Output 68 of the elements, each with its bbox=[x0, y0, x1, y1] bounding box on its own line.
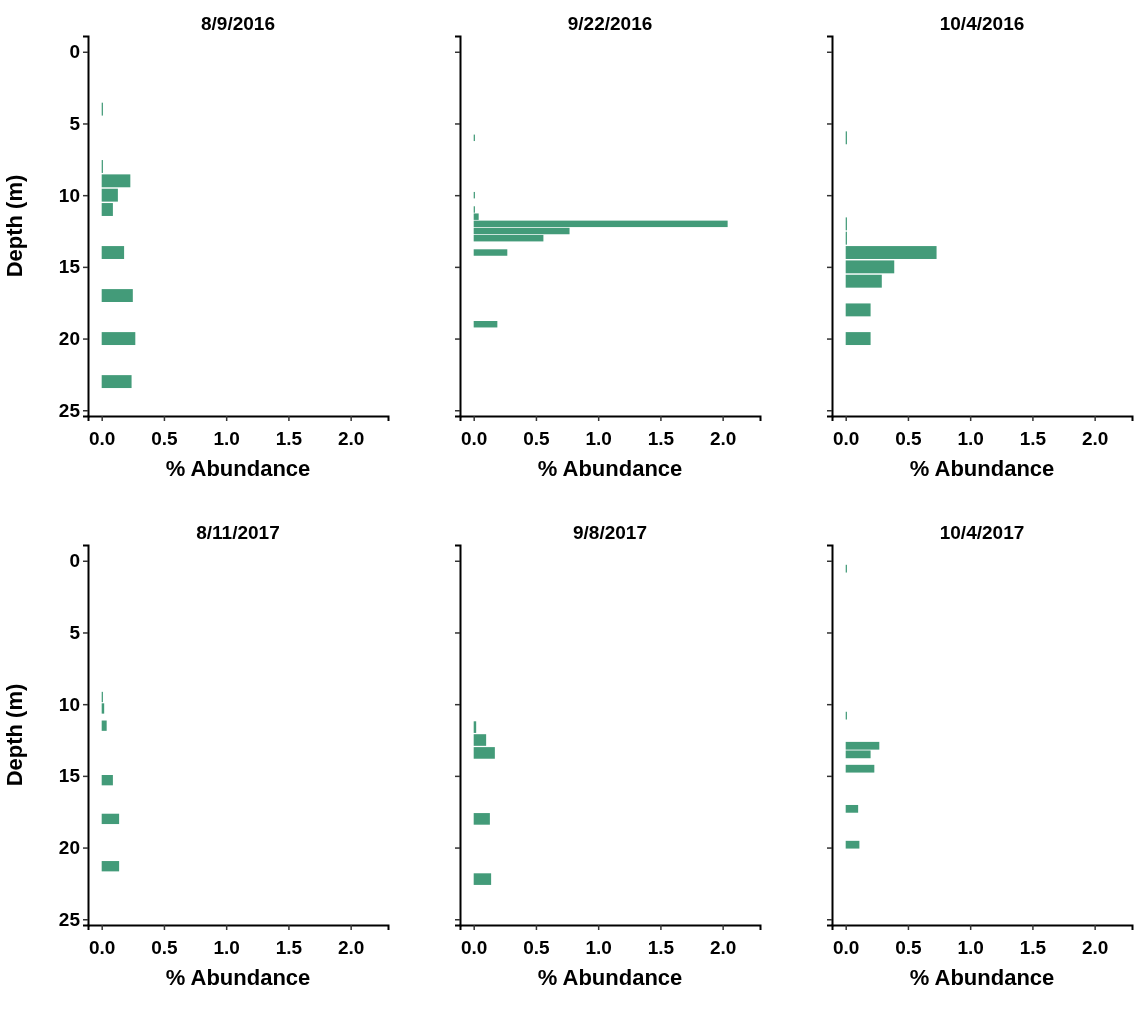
bar bbox=[473, 249, 508, 256]
x-tick-label: 0.0 bbox=[88, 936, 116, 958]
x-axis-title: % Abundance bbox=[909, 456, 1055, 481]
x-axis-title: % Abundance bbox=[909, 965, 1055, 990]
chart-title: 9/8/2017 bbox=[573, 522, 647, 543]
y-tick-label: 10 bbox=[58, 184, 80, 206]
x-tick-label: 0.5 bbox=[523, 427, 551, 449]
x-axis-title: % Abundance bbox=[537, 456, 683, 481]
chart-title: 8/9/2016 bbox=[201, 13, 275, 34]
bar bbox=[845, 764, 875, 773]
x-tick-label: 2.0 bbox=[1081, 427, 1109, 449]
x-tick-label: 1.5 bbox=[647, 427, 675, 449]
bar bbox=[845, 274, 882, 288]
bar bbox=[101, 332, 136, 346]
x-axis-title: % Abundance bbox=[537, 965, 683, 990]
x-tick-label: 1.0 bbox=[213, 936, 240, 958]
bar bbox=[101, 246, 125, 259]
chart-title: 9/22/2016 bbox=[567, 13, 653, 34]
y-axis-title: Depth (m) bbox=[2, 174, 27, 278]
x-tick-label: 0.0 bbox=[460, 936, 488, 958]
x-tick-label: 1.5 bbox=[1019, 936, 1047, 958]
x-tick-label: 2.0 bbox=[337, 936, 365, 958]
chart-title: 8/11/2017 bbox=[196, 522, 280, 543]
bar bbox=[473, 321, 498, 328]
x-tick-label: 2.0 bbox=[709, 936, 737, 958]
x-axis-title: % Abundance bbox=[165, 965, 311, 990]
bar bbox=[101, 289, 133, 302]
x-tick-label: 2.0 bbox=[1081, 936, 1109, 958]
y-tick-label: 20 bbox=[58, 328, 80, 350]
x-tick-label: 0.0 bbox=[832, 427, 860, 449]
y-tick-label: 0 bbox=[69, 41, 80, 63]
y-tick-label: 25 bbox=[58, 399, 81, 421]
x-tick-label: 0.5 bbox=[895, 427, 923, 449]
y-tick-label: 5 bbox=[69, 622, 81, 644]
x-tick-label: 0.5 bbox=[895, 936, 923, 958]
bar bbox=[845, 840, 860, 849]
y-tick-label: 15 bbox=[58, 256, 81, 278]
x-axis-title: % Abundance bbox=[165, 456, 311, 481]
x-tick-label: 0.0 bbox=[460, 427, 488, 449]
x-tick-label: 1.0 bbox=[213, 427, 240, 449]
y-tick-label: 10 bbox=[58, 693, 80, 715]
x-tick-label: 1.0 bbox=[585, 427, 612, 449]
x-tick-label: 0.5 bbox=[151, 936, 179, 958]
chart-title: 10/4/2017 bbox=[939, 522, 1025, 543]
y-tick-label: 25 bbox=[58, 908, 81, 930]
x-tick-label: 2.0 bbox=[337, 427, 365, 449]
x-tick-label: 1.0 bbox=[957, 427, 984, 449]
x-tick-label: 1.5 bbox=[275, 936, 303, 958]
x-tick-label: 0.5 bbox=[151, 427, 179, 449]
x-tick-label: 0.5 bbox=[523, 936, 551, 958]
x-tick-label: 1.5 bbox=[647, 936, 675, 958]
y-tick-label: 0 bbox=[69, 550, 80, 572]
x-tick-label: 1.0 bbox=[585, 936, 612, 958]
x-tick-label: 1.0 bbox=[957, 936, 984, 958]
bar bbox=[845, 804, 859, 813]
y-tick-label: 20 bbox=[58, 837, 80, 859]
x-tick-label: 1.5 bbox=[1019, 427, 1047, 449]
bar bbox=[101, 375, 132, 389]
x-tick-label: 0.0 bbox=[832, 936, 860, 958]
bar bbox=[845, 303, 871, 317]
x-tick-label: 2.0 bbox=[709, 427, 737, 449]
x-tick-label: 0.0 bbox=[88, 427, 116, 449]
chart-title: 10/4/2016 bbox=[939, 13, 1025, 34]
y-tick-label: 5 bbox=[69, 113, 81, 135]
bar bbox=[845, 332, 871, 346]
y-axis-title: Depth (m) bbox=[2, 683, 27, 787]
y-tick-label: 15 bbox=[58, 765, 81, 787]
x-tick-label: 1.5 bbox=[275, 427, 303, 449]
